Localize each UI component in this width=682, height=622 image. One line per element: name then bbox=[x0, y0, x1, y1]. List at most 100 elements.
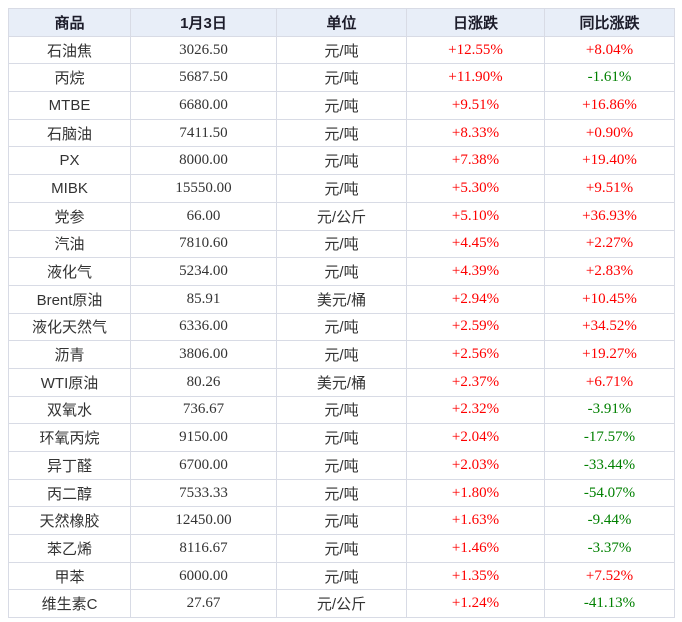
yoy-change-cell: +16.86% bbox=[544, 91, 675, 120]
price-cell: 27.67 bbox=[130, 589, 277, 619]
product-name-cell: 石脑油 bbox=[8, 118, 131, 148]
table-row: 沥青 3806.00 元/吨 +2.56% +19.27% bbox=[8, 340, 675, 369]
product-name-cell: WTI原油 bbox=[8, 367, 131, 397]
price-cell: 736.67 bbox=[130, 395, 277, 425]
column-header-daily-change: 日涨跌 bbox=[406, 8, 545, 37]
daily-change-cell: +12.55% bbox=[406, 35, 545, 65]
product-name-cell: MTBE bbox=[8, 91, 131, 120]
daily-change-cell: +1.24% bbox=[406, 589, 545, 619]
column-header-unit: 单位 bbox=[276, 8, 407, 37]
daily-change-cell: +1.80% bbox=[406, 478, 545, 508]
table-row: 苯乙烯 8116.67 元/吨 +1.46% -3.37% bbox=[8, 534, 675, 563]
yoy-change-cell: -9.44% bbox=[544, 506, 675, 536]
daily-change-cell: +2.56% bbox=[406, 340, 545, 369]
unit-cell: 元/吨 bbox=[276, 534, 407, 563]
product-name-cell: 苯乙烯 bbox=[8, 534, 131, 563]
daily-change-cell: +5.10% bbox=[406, 201, 545, 231]
unit-cell: 元/公斤 bbox=[276, 201, 407, 231]
product-name-cell: 甲苯 bbox=[8, 561, 131, 591]
daily-change-cell: +2.32% bbox=[406, 395, 545, 425]
column-header-date-price: 1月3日 bbox=[130, 8, 277, 37]
yoy-change-cell: -33.44% bbox=[544, 451, 675, 480]
price-cell: 9150.00 bbox=[130, 423, 277, 452]
table-row: 液化天然气 6336.00 元/吨 +2.59% +34.52% bbox=[8, 312, 675, 342]
price-cell: 12450.00 bbox=[130, 506, 277, 536]
commodity-price-table-container: 商品 1月3日 单位 日涨跌 同比涨跌 石油焦 3026.50 元/吨 +12.… bbox=[8, 8, 675, 619]
yoy-change-cell: +0.90% bbox=[544, 118, 675, 148]
price-cell: 6336.00 bbox=[130, 312, 277, 342]
product-name-cell: 双氧水 bbox=[8, 395, 131, 425]
table-row: MTBE 6680.00 元/吨 +9.51% +16.86% bbox=[8, 91, 675, 120]
table-row: 维生素C 27.67 元/公斤 +1.24% -41.13% bbox=[8, 589, 675, 619]
unit-cell: 美元/桶 bbox=[276, 284, 407, 314]
yoy-change-cell: +34.52% bbox=[544, 312, 675, 342]
daily-change-cell: +2.94% bbox=[406, 284, 545, 314]
table-row: MIBK 15550.00 元/吨 +5.30% +9.51% bbox=[8, 174, 675, 203]
unit-cell: 元/吨 bbox=[276, 451, 407, 480]
price-cell: 5234.00 bbox=[130, 257, 277, 286]
price-cell: 7810.60 bbox=[130, 229, 277, 259]
table-row: 异丁醛 6700.00 元/吨 +2.03% -33.44% bbox=[8, 451, 675, 480]
unit-cell: 元/吨 bbox=[276, 561, 407, 591]
product-name-cell: Brent原油 bbox=[8, 284, 131, 314]
unit-cell: 美元/桶 bbox=[276, 367, 407, 397]
yoy-change-cell: +9.51% bbox=[544, 174, 675, 203]
unit-cell: 元/吨 bbox=[276, 340, 407, 369]
yoy-change-cell: -54.07% bbox=[544, 478, 675, 508]
daily-change-cell: +1.35% bbox=[406, 561, 545, 591]
unit-cell: 元/吨 bbox=[276, 506, 407, 536]
table-row: Brent原油 85.91 美元/桶 +2.94% +10.45% bbox=[8, 284, 675, 314]
yoy-change-cell: -3.37% bbox=[544, 534, 675, 563]
price-cell: 8116.67 bbox=[130, 534, 277, 563]
yoy-change-cell: -3.91% bbox=[544, 395, 675, 425]
price-cell: 85.91 bbox=[130, 284, 277, 314]
table-header: 商品 1月3日 单位 日涨跌 同比涨跌 bbox=[8, 8, 675, 37]
unit-cell: 元/公斤 bbox=[276, 589, 407, 619]
daily-change-cell: +7.38% bbox=[406, 146, 545, 176]
header-row: 商品 1月3日 单位 日涨跌 同比涨跌 bbox=[8, 8, 675, 37]
column-header-yoy-change: 同比涨跌 bbox=[544, 8, 675, 37]
product-name-cell: 维生素C bbox=[8, 589, 131, 619]
daily-change-cell: +4.45% bbox=[406, 229, 545, 259]
daily-change-cell: +1.63% bbox=[406, 506, 545, 536]
daily-change-cell: +1.46% bbox=[406, 534, 545, 563]
yoy-change-cell: +2.83% bbox=[544, 257, 675, 286]
product-name-cell: PX bbox=[8, 146, 131, 176]
product-name-cell: 党参 bbox=[8, 201, 131, 231]
yoy-change-cell: +19.27% bbox=[544, 340, 675, 369]
unit-cell: 元/吨 bbox=[276, 174, 407, 203]
unit-cell: 元/吨 bbox=[276, 35, 407, 65]
daily-change-cell: +2.04% bbox=[406, 423, 545, 452]
table-row: 丙二醇 7533.33 元/吨 +1.80% -54.07% bbox=[8, 478, 675, 508]
daily-change-cell: +4.39% bbox=[406, 257, 545, 286]
commodity-price-table: 商品 1月3日 单位 日涨跌 同比涨跌 石油焦 3026.50 元/吨 +12.… bbox=[8, 8, 675, 619]
product-name-cell: 沥青 bbox=[8, 340, 131, 369]
table-body: 石油焦 3026.50 元/吨 +12.55% +8.04% 丙烷 5687.5… bbox=[8, 35, 675, 619]
table-row: 丙烷 5687.50 元/吨 +11.90% -1.61% bbox=[8, 63, 675, 93]
column-header-product: 商品 bbox=[8, 8, 131, 37]
product-name-cell: 丙烷 bbox=[8, 63, 131, 93]
table-row: 汽油 7810.60 元/吨 +4.45% +2.27% bbox=[8, 229, 675, 259]
price-cell: 6700.00 bbox=[130, 451, 277, 480]
unit-cell: 元/吨 bbox=[276, 118, 407, 148]
product-name-cell: 液化天然气 bbox=[8, 312, 131, 342]
product-name-cell: 异丁醛 bbox=[8, 451, 131, 480]
yoy-change-cell: +19.40% bbox=[544, 146, 675, 176]
unit-cell: 元/吨 bbox=[276, 91, 407, 120]
price-cell: 7411.50 bbox=[130, 118, 277, 148]
yoy-change-cell: +6.71% bbox=[544, 367, 675, 397]
price-cell: 6000.00 bbox=[130, 561, 277, 591]
daily-change-cell: +2.37% bbox=[406, 367, 545, 397]
unit-cell: 元/吨 bbox=[276, 229, 407, 259]
product-name-cell: 天然橡胶 bbox=[8, 506, 131, 536]
unit-cell: 元/吨 bbox=[276, 257, 407, 286]
price-cell: 66.00 bbox=[130, 201, 277, 231]
unit-cell: 元/吨 bbox=[276, 423, 407, 452]
table-row: 液化气 5234.00 元/吨 +4.39% +2.83% bbox=[8, 257, 675, 286]
yoy-change-cell: +36.93% bbox=[544, 201, 675, 231]
table-row: PX 8000.00 元/吨 +7.38% +19.40% bbox=[8, 146, 675, 176]
table-row: 环氧丙烷 9150.00 元/吨 +2.04% -17.57% bbox=[8, 423, 675, 452]
unit-cell: 元/吨 bbox=[276, 146, 407, 176]
product-name-cell: 丙二醇 bbox=[8, 478, 131, 508]
table-row: WTI原油 80.26 美元/桶 +2.37% +6.71% bbox=[8, 367, 675, 397]
